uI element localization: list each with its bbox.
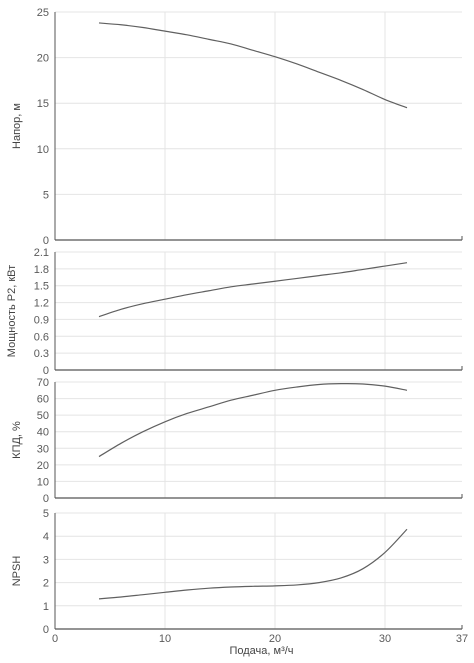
y-tick-label: 2 bbox=[43, 578, 49, 590]
y-tick-label: 20 bbox=[37, 460, 49, 472]
series-line bbox=[98, 262, 408, 318]
y-tick-label: 3 bbox=[43, 554, 49, 566]
y-tick-label: 20 bbox=[37, 53, 49, 65]
y-axis-label: КПД, % bbox=[11, 421, 23, 459]
x-tick-label: 30 bbox=[379, 633, 391, 645]
y-axis-label: NPSH bbox=[11, 556, 23, 587]
y-tick-label: 40 bbox=[37, 427, 49, 439]
y-tick-label: 1.2 bbox=[34, 298, 49, 310]
y-axis-label: Напор, м bbox=[11, 103, 23, 149]
y-tick-label: 0 bbox=[43, 365, 49, 377]
y-tick-label: 1.5 bbox=[34, 281, 49, 293]
y-tick-label: 60 bbox=[37, 394, 49, 406]
y-tick-label: 1 bbox=[43, 601, 49, 613]
panel-4: 0 1 2 3 4 5 NPSH 0 10 20 30 37 Подача, м³/ч bbox=[11, 508, 468, 657]
x-tick-label: 0 bbox=[52, 633, 58, 645]
y-tick-label: 0 bbox=[43, 235, 49, 247]
y-tick-label: 0 bbox=[43, 624, 49, 636]
x-axis-label: Подача, м³/ч bbox=[229, 645, 293, 657]
y-tick-label: 1.8 bbox=[34, 264, 49, 276]
y-tick-label: 10 bbox=[37, 476, 49, 488]
x-tick-label: 20 bbox=[269, 633, 281, 645]
y-tick-label: 2.1 bbox=[34, 247, 49, 259]
y-tick-label: 70 bbox=[37, 377, 49, 389]
y-tick-label: 10 bbox=[37, 144, 49, 156]
series-line bbox=[98, 22, 408, 109]
y-tick-label: 0 bbox=[43, 493, 49, 505]
x-tick-label: 10 bbox=[159, 633, 171, 645]
y-tick-label: 15 bbox=[37, 98, 49, 110]
y-tick-label: 0.3 bbox=[34, 348, 49, 360]
x-tick-label: 37 bbox=[456, 633, 468, 645]
panel-3: 0 10 20 30 40 50 60 70 КПД, % bbox=[11, 377, 463, 505]
y-tick-label: 5 bbox=[43, 508, 49, 520]
panel-1: 0 5 10 15 20 25 Напор, м bbox=[11, 7, 463, 247]
y-tick-label: 0.6 bbox=[34, 331, 49, 343]
y-tick-label: 50 bbox=[37, 410, 49, 422]
y-tick-label: 25 bbox=[37, 7, 49, 19]
y-axis-label: Мощность P2, кВт bbox=[6, 265, 18, 357]
y-tick-label: 30 bbox=[37, 443, 49, 455]
panel-2: 0 0.3 0.6 0.9 1.2 1.5 1.8 2.1 Мощность P2, кВт bbox=[6, 247, 463, 377]
y-tick-label: 5 bbox=[43, 189, 49, 201]
series-line bbox=[98, 528, 408, 600]
series-line bbox=[98, 383, 408, 458]
y-tick-label: 4 bbox=[43, 531, 49, 543]
y-tick-label: 0.9 bbox=[34, 314, 49, 326]
